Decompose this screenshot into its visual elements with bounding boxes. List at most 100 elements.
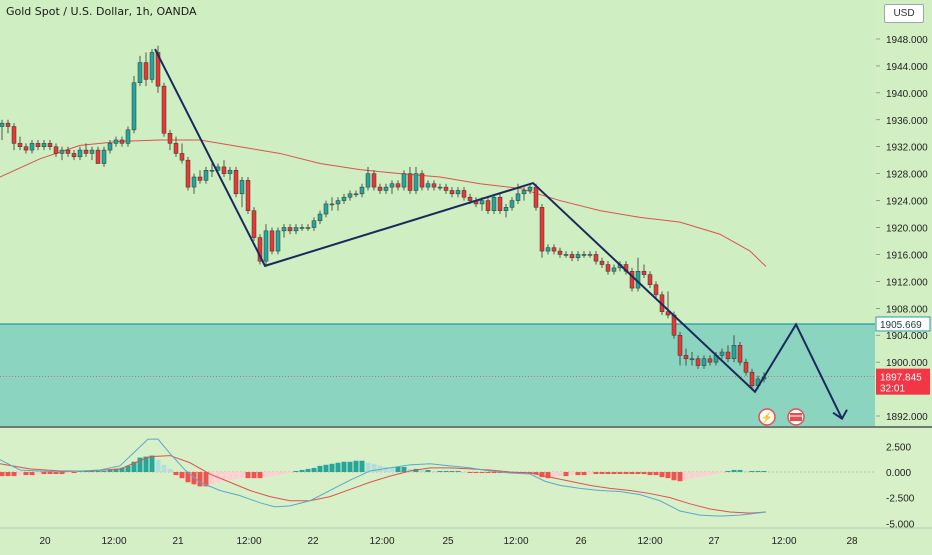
- macd-histogram-bar: [131, 461, 137, 472]
- macd-histogram-bar: [245, 472, 251, 479]
- dividend-event-icon[interactable]: [758, 408, 776, 426]
- candle-body: [41, 143, 47, 147]
- macd-histogram-bar: [281, 472, 287, 475]
- candle-body: [401, 173, 407, 188]
- price-axis-tick-label: 1892.000: [886, 412, 928, 423]
- candle-body: [35, 143, 41, 147]
- candle-body: [425, 183, 431, 188]
- macd-histogram-bar: [119, 467, 125, 472]
- candle-body: [443, 186, 449, 191]
- candle-body: [335, 200, 341, 205]
- candle-body: [167, 133, 173, 144]
- macd-histogram-bar: [191, 472, 197, 485]
- candle-body: [119, 139, 125, 144]
- candle-body: [377, 186, 383, 191]
- candle-body: [281, 227, 287, 232]
- macd-histogram-bar: [443, 470, 449, 472]
- candle-body: [365, 173, 371, 188]
- price-axis-tick-label: 1920.000: [886, 224, 928, 235]
- candle-body: [749, 371, 755, 386]
- price-axis-tick-label: 1928.000: [886, 170, 928, 181]
- candle-body: [155, 52, 161, 87]
- macd-histogram-bar: [155, 459, 161, 472]
- candle-body: [431, 183, 437, 188]
- macd-histogram-bar: [185, 472, 191, 483]
- macd-histogram-bar: [197, 472, 203, 487]
- candle-body: [737, 345, 743, 363]
- macd-histogram-bar: [311, 467, 317, 472]
- price-axis-tick-label: 1932.000: [886, 143, 928, 154]
- candle-body: [113, 139, 119, 144]
- candle-body: [329, 203, 335, 206]
- macd-histogram-bar: [485, 472, 491, 474]
- time-axis-tick-label: 12:00: [101, 536, 126, 547]
- candle-body: [95, 149, 101, 164]
- time-axis-tick-label: 12:00: [503, 536, 528, 547]
- candle-body: [611, 267, 617, 272]
- candle-body: [341, 196, 347, 201]
- macd-histogram-bar: [383, 466, 389, 472]
- macd-axis-tick-label: -2.500: [886, 494, 915, 505]
- candle-body: [23, 146, 29, 151]
- macd-histogram-bar: [605, 472, 611, 475]
- macd-histogram-bar: [353, 460, 359, 472]
- candle-body: [569, 254, 575, 259]
- zigzag-projection-line[interactable]: [154, 48, 843, 420]
- candle-body: [47, 143, 53, 147]
- macd-histogram-bar: [713, 472, 719, 475]
- macd-histogram-bar: [47, 472, 53, 475]
- level-price-label-box: [875, 316, 931, 332]
- macd-histogram-bar: [5, 472, 11, 477]
- candle-body: [563, 254, 569, 256]
- macd-histogram-bar: [257, 472, 263, 479]
- candle-body: [107, 143, 113, 151]
- currency-button[interactable]: USD: [884, 4, 924, 23]
- candle-body: [521, 190, 527, 195]
- macd-histogram-bar: [371, 463, 377, 472]
- candle-body: [359, 186, 365, 195]
- macd-histogram-bar: [701, 472, 707, 477]
- macd-histogram-bar: [479, 472, 485, 474]
- candle-body: [461, 190, 467, 198]
- macd-axis-tick-label: -5.000: [886, 519, 915, 530]
- macd-histogram-bar: [467, 472, 473, 474]
- macd-histogram-bar: [335, 462, 341, 472]
- macd-histogram-bar: [623, 472, 629, 475]
- candle-body: [743, 361, 749, 373]
- price-axis-tick-label: 1924.000: [886, 197, 928, 208]
- macd-histogram-bar: [11, 472, 17, 477]
- candle-body: [449, 190, 455, 195]
- candle-body: [731, 345, 737, 360]
- macd-histogram-bar: [533, 472, 539, 475]
- candle-body: [485, 200, 491, 211]
- macd-histogram-bar: [569, 472, 575, 476]
- candle-body: [323, 203, 329, 215]
- candle-body: [137, 62, 143, 84]
- candle-body: [161, 85, 167, 134]
- candle-body: [515, 193, 521, 201]
- time-axis-tick-label: 12:00: [236, 536, 261, 547]
- candle-body: [725, 351, 731, 360]
- macd-histogram-bar: [227, 472, 233, 481]
- macd-histogram-bar: [419, 469, 425, 472]
- candle-body: [551, 247, 557, 252]
- candle-body: [149, 52, 155, 80]
- candle-body: [245, 180, 251, 211]
- candle-body: [503, 207, 509, 211]
- macd-histogram-bar: [545, 472, 551, 479]
- macd-histogram-bar: [719, 472, 725, 474]
- macd-histogram-bar: [101, 470, 107, 472]
- candle-body: [665, 311, 671, 316]
- candle-body: [17, 143, 23, 147]
- macd-line: [0, 438, 767, 517]
- price-axis-tick-label: 1916.000: [886, 250, 928, 261]
- macd-histogram-bar: [35, 472, 41, 475]
- candle-body: [707, 358, 713, 363]
- time-axis-tick-label: 28: [846, 536, 858, 547]
- last-price-label-box: [876, 368, 930, 395]
- macd-histogram-bar: [725, 470, 731, 472]
- macd-histogram-bar: [761, 470, 767, 472]
- price-axis-tick-label: 1908.000: [886, 304, 928, 315]
